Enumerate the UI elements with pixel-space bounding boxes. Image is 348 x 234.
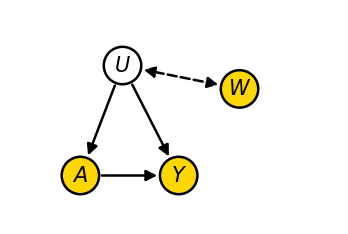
Text: $U$: $U$ [114,55,131,76]
Text: $W$: $W$ [228,79,251,99]
Circle shape [160,157,197,194]
Circle shape [221,70,258,108]
Circle shape [62,157,99,194]
Circle shape [104,47,141,84]
Text: $A$: $A$ [72,165,88,186]
Text: $Y$: $Y$ [171,165,187,186]
